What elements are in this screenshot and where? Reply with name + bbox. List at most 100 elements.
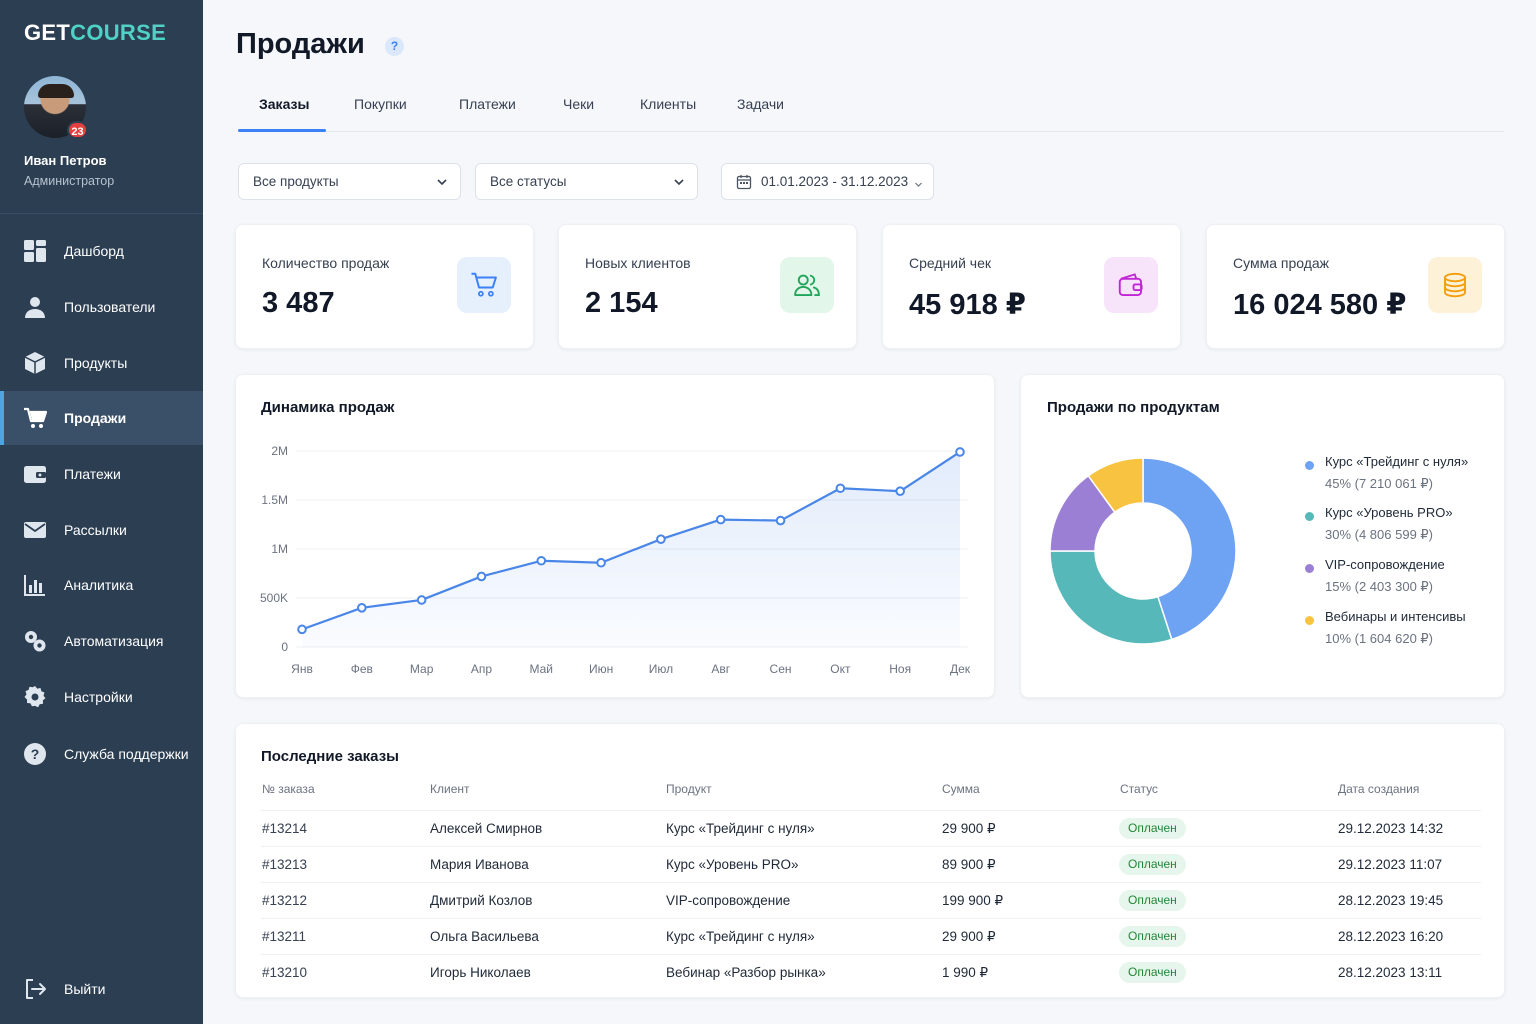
automation-icon: [23, 629, 47, 653]
table-row[interactable]: #13212 Дмитрий Козлов VIP-сопровождение …: [261, 882, 1481, 918]
order-id[interactable]: #13211: [262, 929, 307, 944]
logo-text-get: GET: [24, 20, 71, 45]
order-id[interactable]: #13210: [262, 965, 308, 980]
sidebar-item-sales[interactable]: Продажи: [0, 391, 203, 445]
help-icon[interactable]: ?: [385, 37, 404, 56]
cart-icon: [457, 257, 511, 313]
tab-tasks[interactable]: Задачи: [737, 96, 785, 112]
x-tick-label: Дек: [950, 662, 971, 676]
y-tick-label: 1.5M: [261, 493, 288, 507]
chevron-down-icon: [914, 177, 923, 192]
product-chart-title: Продажи по продуктам: [1047, 399, 1220, 416]
y-tick-label: 500K: [260, 591, 288, 605]
legend-dot: [1305, 512, 1314, 521]
sales-area: [302, 451, 960, 647]
getcourse-logo[interactable]: GETCOURSE: [24, 20, 166, 46]
legend-value: 45% (7 210 061 ₽): [1325, 476, 1434, 491]
sales-chart-title: Динамика продаж: [261, 399, 395, 416]
order-sum: 199 900 ₽: [942, 893, 1004, 908]
data-point: [297, 624, 307, 635]
x-tick-label: Июл: [649, 662, 673, 676]
sidebar-item-analytics[interactable]: Аналитика: [0, 558, 203, 612]
chevron-down-icon: [673, 176, 685, 191]
column-header: Статус: [1120, 782, 1158, 796]
stat-card-sales-count: Количество продаж 3 487: [235, 224, 534, 349]
column-header: Клиент: [430, 782, 470, 796]
product-filter-select[interactable]: Все продукты: [238, 163, 461, 200]
table-row[interactable]: #13213 Мария Иванова Курс «Уровень PRO» …: [261, 846, 1481, 882]
bar-chart-icon: [23, 573, 47, 597]
logout-button[interactable]: Выйти: [0, 964, 203, 1014]
legend-dot: [1305, 616, 1314, 625]
sidebar-item-products[interactable]: Продукты: [0, 336, 203, 390]
coins-icon: [1428, 257, 1482, 313]
sidebar-item-support[interactable]: ? Служба поддержки: [0, 727, 203, 781]
order-product: VIP-сопровождение: [666, 893, 791, 908]
order-date: 28.12.2023 19:45: [1338, 893, 1444, 908]
sidebar-item-label: Продажи: [64, 410, 127, 426]
data-point: [715, 514, 726, 525]
x-tick-label: Янв: [291, 662, 313, 676]
stat-card-average-check: Средний чек 45 918 ₽: [882, 224, 1181, 349]
data-point: [895, 486, 905, 496]
tab-clients[interactable]: Клиенты: [640, 96, 697, 112]
sales-dynamics-card: Динамика продаж 0 500K 1M 1.5M 2M Янв Фев Мар Ап…: [235, 374, 995, 698]
notification-badge: 23: [67, 121, 88, 139]
data-point: [596, 557, 606, 568]
data-point: [835, 483, 846, 494]
order-client: Алексей Смирнов: [430, 821, 543, 836]
logo-text-course: COURSE: [70, 20, 167, 45]
date-range-picker[interactable]: 01.01.2023 - 31.12.2023: [721, 163, 934, 200]
sidebar-item-payments[interactable]: Платежи: [0, 447, 203, 501]
status-badge: Оплачен: [1119, 854, 1186, 875]
data-point: [955, 447, 965, 457]
table-row[interactable]: #13211 Ольга Васильева Курс «Трейдинг с …: [261, 918, 1481, 954]
legend-dot: [1305, 564, 1314, 573]
logout-label: Выйти: [64, 981, 106, 997]
sidebar-item-dashboard[interactable]: Дашборд: [0, 224, 203, 278]
order-sum: 89 900 ₽: [942, 857, 996, 872]
chevron-down-icon: [436, 176, 448, 191]
column-header: Сумма: [942, 782, 980, 796]
sidebar-item-label: Рассылки: [64, 522, 127, 538]
sidebar-item-settings[interactable]: Настройки: [0, 670, 203, 724]
sidebar: GETCOURSE 23 Иван Петров Администратор Д…: [0, 0, 203, 1024]
order-id[interactable]: #13214: [262, 821, 308, 836]
user-role: Администратор: [24, 174, 115, 188]
order-client: Мария Иванова: [430, 857, 529, 872]
legend-name: Курс «Уровень PRO»: [1325, 505, 1453, 520]
sidebar-divider: [0, 213, 203, 214]
product-filter-value: Все продукты: [253, 174, 339, 189]
sidebar-item-users[interactable]: Пользователи: [0, 280, 203, 334]
order-date: 29.12.2023 14:32: [1338, 821, 1444, 836]
column-header: Продукт: [666, 782, 712, 796]
order-id[interactable]: #13213: [262, 857, 308, 872]
order-client: Игорь Николаев: [430, 965, 531, 980]
user-name: Иван Петров: [24, 153, 107, 168]
avatar-hair: [38, 84, 74, 98]
donut-slice: [1087, 457, 1144, 514]
logout-icon: [23, 977, 47, 1001]
tab-payments[interactable]: Платежи: [459, 96, 516, 112]
tab-orders[interactable]: Заказы: [259, 96, 310, 112]
table-row[interactable]: #13210 Игорь Николаев Вебинар «Разбор ры…: [261, 954, 1481, 990]
order-product: Курс «Уровень PRO»: [666, 857, 799, 872]
tab-receipts[interactable]: Чеки: [563, 96, 595, 112]
tab-purchases[interactable]: Покупки: [354, 96, 407, 112]
legend-value: 15% (2 403 300 ₽): [1325, 579, 1434, 594]
order-product: Курс «Трейдинг с нуля»: [666, 821, 815, 836]
sidebar-item-automation[interactable]: Автоматизация: [0, 614, 203, 668]
sales-by-product-card: Продажи по продуктам Курс «Трейдинг с ну…: [1020, 374, 1505, 698]
legend-dot: [1305, 461, 1314, 470]
data-point: [476, 571, 487, 582]
order-product: Курс «Трейдинг с нуля»: [666, 929, 815, 944]
status-filter-select[interactable]: Все статусы: [475, 163, 698, 200]
y-tick-label: 2M: [271, 444, 288, 458]
order-id[interactable]: #13212: [262, 893, 308, 908]
table-row[interactable]: #13214 Алексей Смирнов Курс «Трейдинг с …: [261, 810, 1481, 846]
status-badge: Оплачен: [1119, 890, 1186, 911]
sidebar-item-mailings[interactable]: Рассылки: [0, 503, 203, 557]
sidebar-item-label: Автоматизация: [64, 633, 164, 649]
stat-value: 16 024 580 ₽: [1233, 289, 1407, 321]
box-icon: [23, 351, 47, 375]
